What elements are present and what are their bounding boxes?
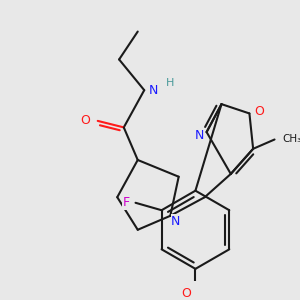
Text: F: F: [123, 196, 130, 209]
Text: N: N: [149, 84, 158, 97]
Text: O: O: [80, 114, 90, 128]
Text: N: N: [194, 129, 204, 142]
Text: N: N: [171, 215, 181, 228]
Text: O: O: [254, 105, 264, 118]
Text: O: O: [181, 287, 191, 300]
Text: H: H: [166, 78, 175, 88]
Text: CH₃: CH₃: [282, 134, 300, 145]
